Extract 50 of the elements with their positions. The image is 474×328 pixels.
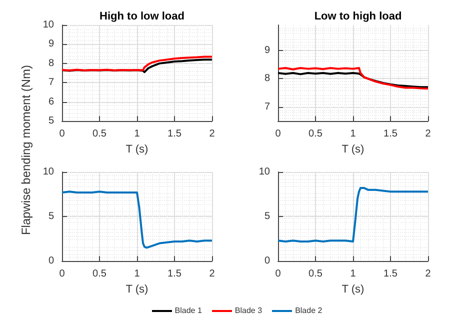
x-tick-label: 1.5 [384,128,398,140]
x-tick-label: 0 [59,128,66,140]
x-tick-label: 0.5 [92,128,107,140]
x-axis-title: T (s) [342,144,364,156]
x-tick-label: 2 [425,268,432,280]
x-axis-title: T (s) [126,284,148,296]
y-tick-label: 0 [48,256,54,267]
line-series [61,190,213,249]
chart-title: Low to high load [314,10,402,22]
x-tick-label: 1.5 [168,268,182,280]
legend-label: Blade 3 [234,306,262,315]
x-tick-label: 1 [134,128,140,140]
y-tick-label: 0 [264,256,270,267]
y-axis-title: Flapwise bending moment (Nm) [19,64,33,236]
x-axis-title: T (s) [126,144,148,156]
y-tick-label: 9 [264,44,270,56]
x-tick-label: 0.5 [308,128,323,140]
x-tick-label: 0 [275,128,282,140]
x-tick-label: 1.5 [168,128,182,140]
x-tick-label: 0.5 [308,268,323,280]
legend-label: Blade 2 [295,306,322,315]
y-tick-label: 8 [48,58,54,69]
line-series [277,66,429,90]
y-tick-label: 5 [48,211,54,222]
line-series [61,56,213,72]
legend-label: Blade 1 [174,306,202,315]
x-axis-title: T (s) [342,284,364,296]
chart-title: High to low load [100,10,184,22]
x-tick-label: 2 [209,128,216,140]
y-tick-label: 10 [42,166,54,178]
x-tick-label: 0.5 [92,268,107,280]
line-series [61,58,213,74]
x-tick-label: 1 [134,268,140,280]
y-tick-label: 6 [48,96,54,108]
x-tick-label: 1.5 [384,268,398,280]
y-tick-label: 9 [48,38,54,50]
y-tick-label: 5 [264,211,270,222]
y-tick-label: 7 [264,101,270,112]
x-tick-label: 2 [425,128,432,140]
y-tick-label: 10 [42,20,54,30]
y-tick-label: 5 [48,116,54,127]
y-tick-label: 8 [264,73,270,84]
x-tick-label: 2 [209,268,216,280]
y-tick-label: 10 [258,166,270,178]
x-tick-label: 0 [59,268,66,280]
x-tick-label: 1 [350,128,356,140]
x-tick-label: 1 [350,268,356,280]
y-tick-label: 7 [48,77,54,88]
x-tick-label: 0 [275,268,282,280]
line-series [277,187,429,242]
